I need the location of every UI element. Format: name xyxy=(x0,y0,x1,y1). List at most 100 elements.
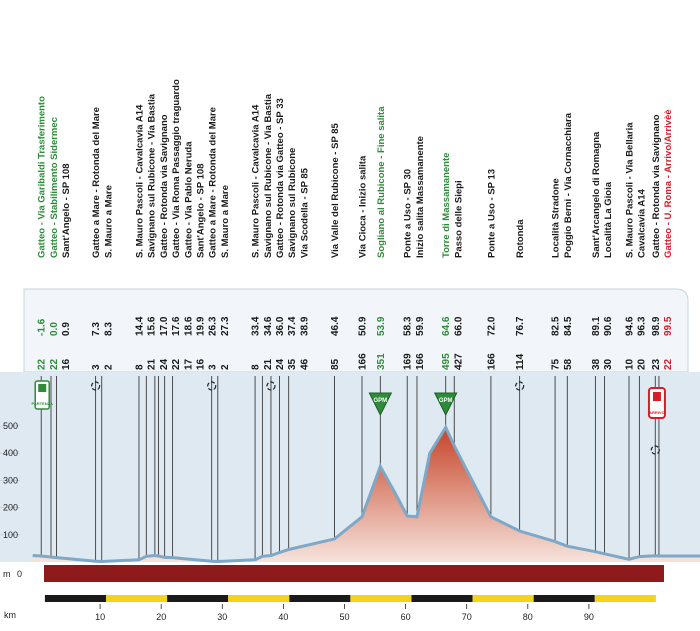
waypoint-km: 18.6 xyxy=(183,316,194,336)
waypoint-name: Via Valle del Rubicone - SP 85 xyxy=(330,122,341,258)
roundabout-icon xyxy=(515,381,525,391)
waypoint-altitude: 21 xyxy=(147,358,158,370)
waypoint-altitude: 10 xyxy=(625,358,636,370)
waypoint-km: 94.6 xyxy=(625,316,636,336)
waypoint-name: S. Mauro Pascoli - Cavalcavia A14 xyxy=(251,104,262,258)
km-tick-label: 40 xyxy=(278,612,288,622)
waypoint-lines xyxy=(40,376,660,562)
waypoint-altitude: 30 xyxy=(603,358,614,370)
waypoint-name: Gatteo - Rotonda via Savignano xyxy=(651,114,662,258)
waypoint-altitude: 24 xyxy=(275,358,286,370)
waypoint-name: Via Scodella - SP 85 xyxy=(299,167,310,258)
waypoint-km: 96.3 xyxy=(637,316,648,336)
km-segment xyxy=(44,595,106,602)
km-scale-bar xyxy=(44,595,656,602)
waypoint-altitude: 2 xyxy=(103,364,114,370)
km-ticks: 10 20 30 40 50 60 70 80 90 xyxy=(95,604,594,622)
waypoint-name: Ponte a Uso - SP 30 xyxy=(403,169,414,258)
km-tick-label: 10 xyxy=(95,612,105,622)
waypoint-km: 36.0 xyxy=(275,316,286,336)
start-flag-icon: PARTENZA xyxy=(31,380,53,410)
waypoint-name: Gatteo - Via Pablo Neruda xyxy=(183,141,194,258)
waypoint-name: Località La Gioia xyxy=(603,181,614,258)
km-segment xyxy=(594,595,656,602)
waypoint-altitude: 166 xyxy=(486,353,497,370)
waypoint-altitude: 85 xyxy=(330,358,341,370)
waypoint-altitude: 24 xyxy=(159,358,170,370)
waypoint-name: Gatteo - Via Garibaldi Trasferimento xyxy=(37,96,48,258)
waypoint-km: 50.9 xyxy=(358,316,369,336)
waypoint-labels: Gatteo - Via Garibaldi Trasferimento Gatt… xyxy=(37,79,674,258)
waypoint-name: Passo delle Siepi xyxy=(453,180,464,258)
km-tick-label: 60 xyxy=(401,612,411,622)
waypoint-altitude: 46 xyxy=(299,358,310,370)
waypoint-km: 66.0 xyxy=(453,316,464,336)
waypoint-km: 33.4 xyxy=(251,316,262,336)
waypoint-altitude: 351 xyxy=(376,353,387,370)
waypoint-km: 8.3 xyxy=(103,322,114,336)
waypoint-km: 72.0 xyxy=(486,316,497,336)
waypoint-name: Località Stradone xyxy=(551,178,562,258)
waypoint-name: Gatteo - U. Roma - Arrivo/Arrivèè xyxy=(663,109,674,258)
roundabout-icon xyxy=(91,381,101,391)
waypoint-name: Savignano sul Rubicone - Via Bastia xyxy=(263,93,274,258)
waypoint-name: Gatteo a Mare - Rotonda del Mare xyxy=(208,107,219,258)
waypoint-km: 26.3 xyxy=(208,316,219,336)
waypoint-km: 15.6 xyxy=(147,316,158,336)
waypoint-km: 53.9 xyxy=(376,316,387,336)
km-segment xyxy=(105,595,168,602)
waypoint-km: -1.6 xyxy=(37,318,48,336)
km-segment xyxy=(228,595,290,602)
finish-badge-label: ARRIVO xyxy=(649,410,665,415)
gpm-label: GPM xyxy=(439,398,453,404)
waypoint-name: Sogliano al Rubicone - Fine salita xyxy=(376,106,387,258)
waypoint-km: 99.5 xyxy=(663,316,674,336)
waypoint-name: Gatteo - Via Roma Passaggio traguardo xyxy=(171,79,182,258)
gpm-triangle-icon: GPM xyxy=(433,392,458,417)
km-segment xyxy=(167,595,229,602)
waypoint-values: -1.6 22 0.0 22 0.9 16 7.3 3 8.3 2 14.4 8 15.6 21 17.0 2… xyxy=(37,316,674,370)
waypoint-km: 84.5 xyxy=(563,316,574,336)
waypoint-km: 89.1 xyxy=(591,316,602,336)
waypoint-name: Rotonda xyxy=(515,219,526,258)
waypoint-altitude: 8 xyxy=(135,364,146,370)
waypoint-altitude: 114 xyxy=(515,353,526,370)
waypoint-altitude: 22 xyxy=(663,358,674,370)
altitude-unit: m xyxy=(3,569,11,579)
waypoint-altitude: 22 xyxy=(171,358,182,370)
km-tick-label: 90 xyxy=(584,612,594,622)
waypoint-km: 38.9 xyxy=(299,316,310,336)
waypoint-altitude: 75 xyxy=(551,358,562,370)
finish-flag-icon: ARRIVO xyxy=(647,387,666,419)
roundabout-icon xyxy=(266,381,276,391)
km-tick-label: 20 xyxy=(156,612,166,622)
waypoint-name: Gatteo - Rotonda via Savignano xyxy=(159,114,170,258)
waypoint-altitude: 16 xyxy=(61,358,72,370)
waypoint-name: Savignano sul Rubicone xyxy=(287,148,298,258)
waypoint-km: 0.9 xyxy=(61,322,72,336)
waypoint-altitude: 3 xyxy=(91,364,102,370)
waypoint-km: 34.6 xyxy=(263,316,274,336)
waypoint-name: S. Mauro Pascoli - Cavalcavia A14 xyxy=(135,104,146,258)
waypoint-km: 17.6 xyxy=(171,316,182,336)
km-segment xyxy=(411,595,473,602)
altitude-tick-label: 400 xyxy=(3,448,18,458)
waypoint-altitude: 3 xyxy=(208,364,219,370)
km-segment xyxy=(289,595,351,602)
waypoint-altitude: 22 xyxy=(37,358,48,370)
waypoint-km: 0.0 xyxy=(49,322,60,336)
waypoint-name: Inizio salita Massamanente xyxy=(415,136,426,258)
waypoint-km: 76.7 xyxy=(515,316,526,336)
waypoint-altitude: 35 xyxy=(287,358,298,370)
elevation-profile-area xyxy=(32,427,700,562)
km-label: km xyxy=(4,610,16,620)
waypoint-altitude: 166 xyxy=(415,353,426,370)
waypoint-name: Gatteo - Rotonda via Gatteo - SP 33 xyxy=(275,98,286,258)
data-panel xyxy=(23,288,689,373)
waypoint-altitude: 8 xyxy=(251,364,262,370)
waypoint-name: S. Mauro Pascoli - Via Bellaria xyxy=(625,122,636,258)
km-tick-label: 70 xyxy=(462,612,472,622)
waypoint-name: Cavalcavia A14 xyxy=(637,188,648,258)
zero-tick: 0 xyxy=(17,569,22,579)
